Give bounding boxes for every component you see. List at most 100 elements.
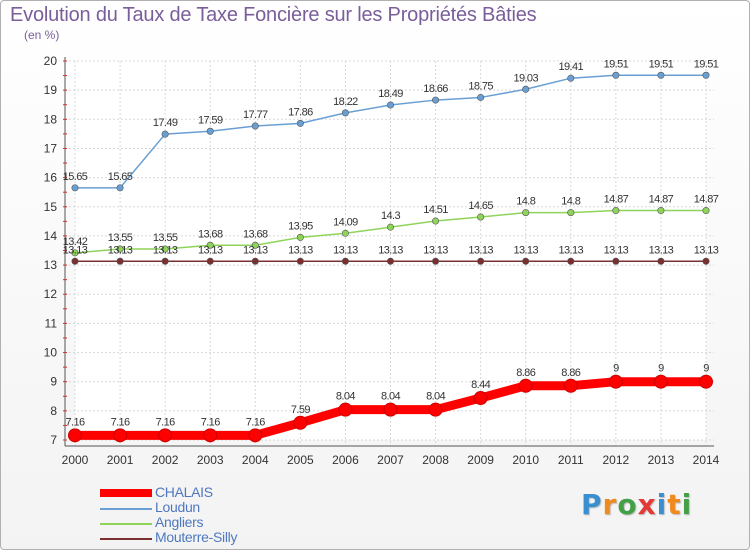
data-label: 13.13 [423,244,448,256]
data-point [71,257,79,265]
data-label: 13.42 [63,236,88,248]
x-tick-label: 2010 [512,453,539,467]
x-tick-label: 2008 [422,453,449,467]
data-point [432,96,440,104]
y-tick-label: 16 [44,171,58,185]
data-label: 7.16 [65,416,84,428]
data-point [567,257,575,265]
data-point [386,101,394,109]
data-label: 15.65 [63,171,88,183]
logo-letter: x [637,488,657,521]
y-tick-label: 14 [44,229,58,243]
data-point [206,241,214,249]
data-point [203,428,218,443]
legend-label-chalais: CHALAIS [155,484,213,500]
data-label: 13.13 [108,244,133,256]
data-point [296,233,304,241]
data-label: 8.44 [471,379,490,391]
chart-title: Evolution du Taux de Taxe Foncière sur l… [10,4,537,26]
y-tick-label: 12 [44,287,58,301]
data-point [206,127,214,135]
x-tick-label: 2003 [197,453,224,467]
data-label: 14.87 [694,194,719,206]
data-label: 9 [658,363,664,375]
legend-label-mouterre-silly: Mouterre-Silly [155,529,238,545]
data-label: 13.68 [243,228,268,240]
data-point [608,374,623,389]
data-label: 19.51 [604,58,629,70]
y-tick-label: 13 [44,258,58,272]
data-point [158,428,173,443]
data-point [702,257,710,265]
x-tick-label: 2009 [467,453,494,467]
data-point [522,209,530,217]
legend-label-loudun: Loudun [155,499,200,515]
data-point [161,245,169,253]
data-point [386,257,394,265]
data-point [702,207,710,215]
data-point [657,207,665,215]
data-point [296,119,304,127]
data-point [563,378,578,393]
data-label: 7.16 [201,416,220,428]
data-label: 14.8 [516,196,535,208]
data-label: 7.16 [246,416,265,428]
legend-swatch-angliers [100,523,152,525]
logo-letter: t [667,488,682,521]
data-point [612,207,620,215]
data-point [612,71,620,79]
data-point [293,415,308,430]
y-tick-label: 15 [44,200,58,214]
data-label: 7.16 [156,416,175,428]
logo-letter: i [681,488,693,521]
data-label: 13.13 [468,244,493,256]
data-label: 8.86 [516,367,535,379]
data-label: 14.8 [561,196,580,208]
data-label: 9 [613,363,619,375]
x-tick-label: 2000 [62,453,89,467]
x-tick-label: 2014 [693,453,720,467]
data-label: 18.22 [333,96,358,108]
data-label: 14.87 [604,194,629,206]
proxiti-logo: Proxiti [581,488,692,521]
y-tick-label: 17 [44,141,58,155]
data-point [338,402,353,417]
data-label: 14.09 [333,216,358,228]
data-point [657,71,665,79]
data-point [702,71,710,79]
legend-swatch-chalais [100,489,152,497]
logo-letter: o [617,488,638,521]
data-point [116,257,124,265]
data-point [341,109,349,117]
logo-letter: P [581,488,603,521]
y-tick-label: 18 [44,112,58,126]
x-tick-label: 2006 [332,453,359,467]
data-point [432,257,440,265]
data-point [251,257,259,265]
data-label: 19.51 [649,58,674,70]
logo-letter: i [656,488,668,521]
data-label: 14.65 [468,200,493,212]
data-label: 13.13 [649,244,674,256]
y-tick-label: 9 [50,375,57,389]
data-label: 13.13 [604,244,629,256]
data-label: 7.59 [291,404,310,416]
data-point [477,257,485,265]
x-tick-label: 2012 [603,453,630,467]
data-point [206,257,214,265]
data-label: 14.3 [381,210,400,222]
data-point [477,213,485,221]
data-label: 17.86 [288,106,313,118]
data-label: 19.41 [559,61,584,73]
data-point [248,428,263,443]
data-point [518,378,533,393]
y-tick-label: 20 [44,54,58,68]
data-label: 15.65 [108,171,133,183]
data-point [116,245,124,253]
data-label: 17.59 [198,114,223,126]
x-tick-label: 2002 [152,453,179,467]
data-point [116,184,124,192]
data-label: 13.13 [243,244,268,256]
legend-swatch-mouterre-silly [100,538,152,540]
data-point [653,374,668,389]
